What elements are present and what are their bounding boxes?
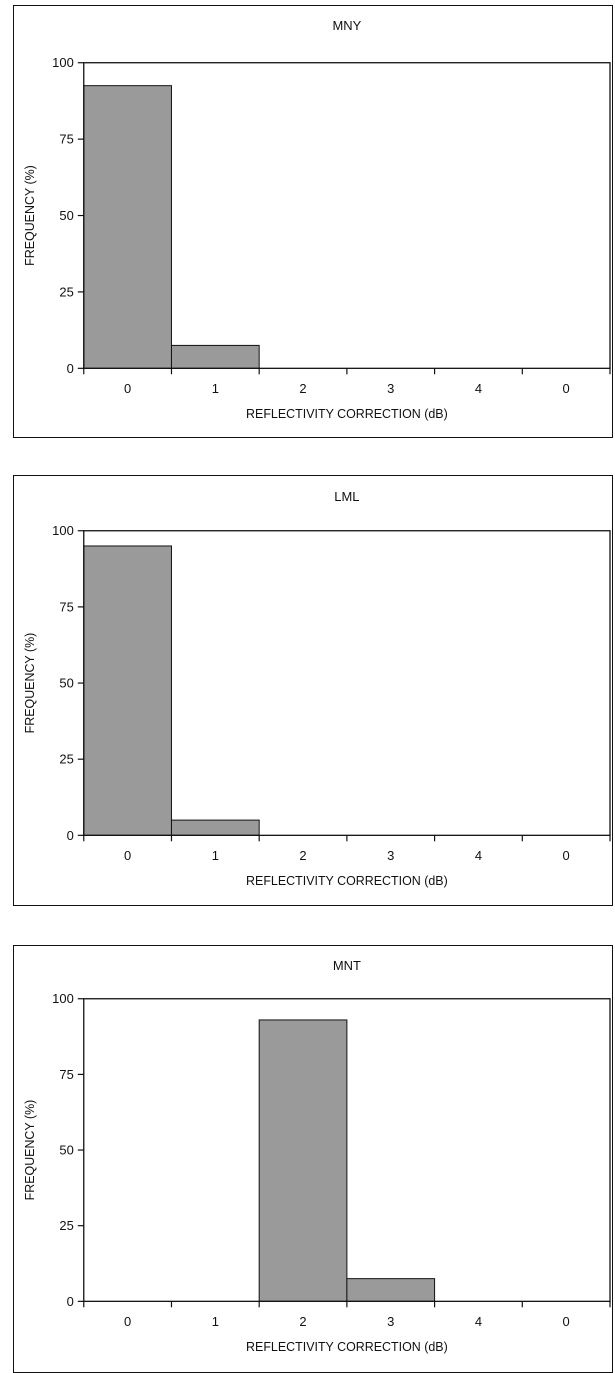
chart-svg: MNY 0 25 50 75 100 0 1 2 3 4 0 REFLECTIVITY CORRECTI…	[23, 18, 611, 421]
x-tick-label: 2	[299, 848, 306, 863]
chart-title: LML	[334, 489, 359, 504]
y-tick-label: 75	[59, 132, 73, 147]
x-tick-label: 0	[563, 848, 570, 863]
chart-svg: LML 0 25 50 75 100 0 1 2 3 4 0 REFLECTIVITY CORRECTI…	[23, 489, 611, 888]
x-tick-label: 0	[563, 381, 570, 396]
x-tick-label: 3	[387, 1314, 394, 1329]
y-tick-label: 0	[67, 361, 74, 376]
x-tick-label: 1	[212, 1314, 219, 1329]
y-tick-label: 75	[59, 1067, 73, 1082]
x-tick-label: 0	[563, 1314, 570, 1329]
y-tick-label: 25	[59, 1218, 73, 1233]
y-tick-label: 50	[59, 1143, 73, 1158]
x-tick-label: 1	[212, 381, 219, 396]
x-tick-label: 3	[387, 381, 394, 396]
y-axis-label: FREQUENCY (%)	[23, 165, 37, 266]
x-tick-label: 3	[387, 848, 394, 863]
y-tick-label: 25	[59, 752, 73, 767]
x-tick-label: 0	[124, 381, 131, 396]
chart-svg: MNT 0 25 50 75 100 0 1 2 3 4 0 REFLECTIVITY CORRECTI…	[23, 958, 611, 1354]
chart-panel-mnt: MNT 0 25 50 75 100 0 1 2 3 4 0 REFLECTIVITY CORRECTI…	[13, 945, 613, 1373]
x-tick-label: 4	[475, 848, 482, 863]
y-tick-label: 100	[52, 991, 74, 1006]
x-tick-label: 4	[475, 381, 482, 396]
bar-3	[346, 1278, 436, 1302]
x-axis-label: REFLECTIVITY CORRECTION (dB)	[246, 1340, 448, 1354]
x-tick-label: 4	[475, 1314, 482, 1329]
y-tick-label: 100	[52, 55, 74, 70]
y-tick-label: 75	[59, 599, 73, 614]
bar-0	[83, 545, 172, 836]
chart-panel-lml: LML 0 25 50 75 100 0 1 2 3 4 0 REFLECTIVITY CORRECTI…	[13, 475, 613, 906]
y-axis-label: FREQUENCY (%)	[23, 633, 37, 734]
x-tick-label: 1	[212, 848, 219, 863]
y-tick-label: 25	[59, 284, 73, 299]
y-tick-label: 50	[59, 676, 73, 691]
y-tick-label: 0	[67, 1294, 74, 1309]
y-tick-label: 100	[52, 523, 74, 538]
y-tick-label: 50	[59, 208, 73, 223]
x-tick-label: 2	[299, 1314, 306, 1329]
y-axis-label: FREQUENCY (%)	[23, 1100, 37, 1201]
bar-1	[170, 344, 260, 369]
x-tick-label: 0	[124, 1314, 131, 1329]
x-axis-label: REFLECTIVITY CORRECTION (dB)	[246, 407, 448, 421]
bar-0	[83, 85, 172, 369]
y-tick-label: 0	[67, 828, 74, 843]
bar-1	[170, 819, 260, 836]
x-axis-label: REFLECTIVITY CORRECTION (dB)	[246, 874, 448, 888]
chart-title: MNT	[333, 958, 361, 973]
x-tick-label: 0	[124, 848, 131, 863]
x-tick-label: 2	[299, 381, 306, 396]
chart-panel-mny: MNY 0 25 50 75 100 0 1 2 3 4 0 REFLECTIVITY CORRECTI…	[13, 5, 613, 438]
bar-2	[258, 1019, 348, 1302]
chart-title: MNY	[333, 18, 362, 33]
